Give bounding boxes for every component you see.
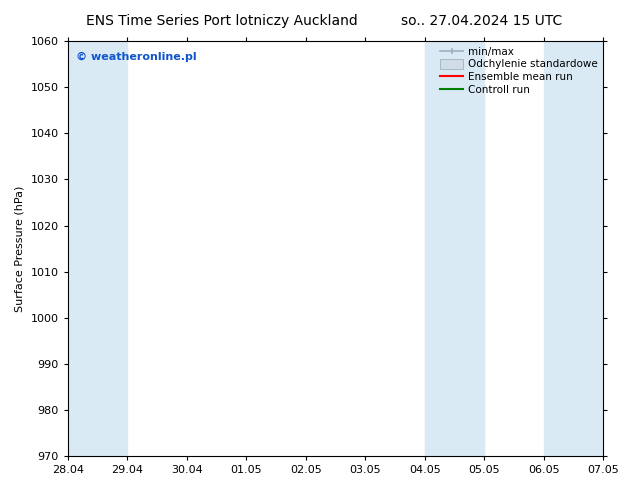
- Text: © weatheronline.pl: © weatheronline.pl: [75, 51, 197, 62]
- Text: ENS Time Series Port lotniczy Auckland: ENS Time Series Port lotniczy Auckland: [86, 14, 358, 28]
- Bar: [543, 41, 603, 456]
- Text: so.. 27.04.2024 15 UTC: so.. 27.04.2024 15 UTC: [401, 14, 562, 28]
- Legend: min/max, Odchylenie standardowe, Ensemble mean run, Controll run: min/max, Odchylenie standardowe, Ensembl…: [438, 44, 600, 97]
- Y-axis label: Surface Pressure (hPa): Surface Pressure (hPa): [15, 185, 25, 312]
- Bar: [68, 41, 127, 456]
- Bar: [425, 41, 484, 456]
